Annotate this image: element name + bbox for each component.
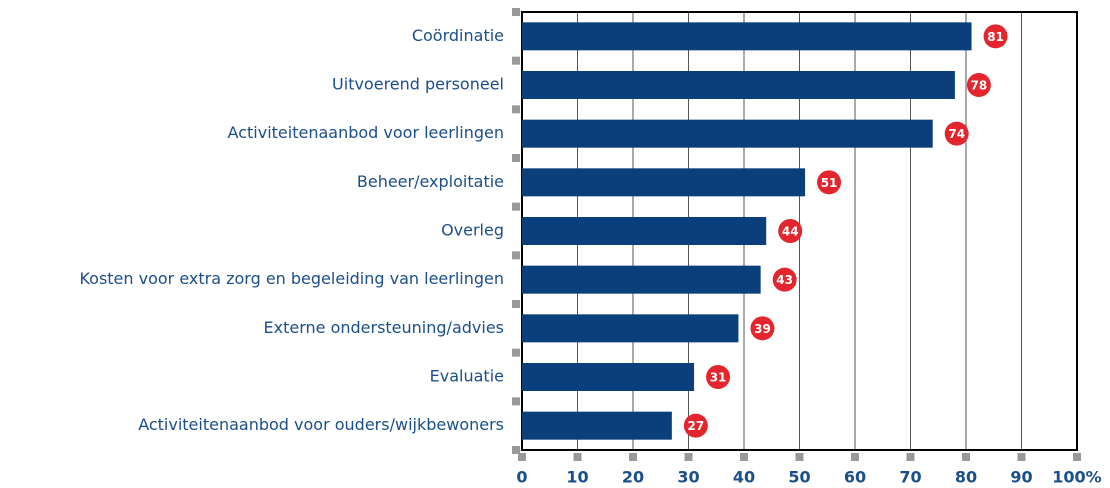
tick-marker xyxy=(629,453,637,461)
bar xyxy=(522,119,933,148)
data-label-badge xyxy=(983,24,1008,49)
data-label: 39 xyxy=(754,322,771,336)
data-label: 27 xyxy=(687,419,704,433)
axis-marker xyxy=(512,446,520,454)
bar xyxy=(522,265,761,294)
category-label: Coördinatie xyxy=(412,26,504,45)
axis-marker xyxy=(512,397,520,406)
tick-marker xyxy=(684,453,693,461)
x-tick-label: 50 xyxy=(788,468,810,487)
bar xyxy=(522,363,695,391)
data-label-badge xyxy=(817,170,842,195)
data-label-badge xyxy=(966,73,991,97)
data-label-badge xyxy=(772,267,797,292)
axis-marker xyxy=(512,154,520,162)
axis-marker xyxy=(512,348,520,357)
bar xyxy=(522,411,672,440)
category-label: Activiteitenaanbod voor ouders/wijkbewon… xyxy=(138,415,504,434)
x-tick-label: 10 xyxy=(566,468,588,487)
data-label: 31 xyxy=(710,371,727,385)
bar xyxy=(522,71,955,99)
data-label-badge xyxy=(778,219,803,243)
category-label: Externe ondersteuning/advies xyxy=(264,318,505,337)
category-label: Evaluatie xyxy=(430,367,504,386)
tick-marker xyxy=(740,453,748,461)
x-tick-label: 80 xyxy=(955,468,977,487)
category-label: Beheer/exploitatie xyxy=(357,172,504,191)
data-label: 81 xyxy=(987,30,1004,44)
data-label: 43 xyxy=(776,273,793,287)
x-tick-label: 30 xyxy=(677,468,699,487)
axis-marker xyxy=(512,300,520,308)
x-tick-label: 0 xyxy=(516,468,527,487)
axis-marker xyxy=(512,202,520,211)
category-label: Overleg xyxy=(441,221,504,240)
bar xyxy=(522,168,806,197)
x-tick-label: 100% xyxy=(1052,468,1101,487)
category-label: Uitvoerend personeel xyxy=(332,75,504,94)
bar xyxy=(522,22,972,51)
axis-marker xyxy=(512,8,520,16)
tick-marker xyxy=(906,453,915,461)
axis-marker xyxy=(512,105,520,114)
tick-marker xyxy=(795,453,804,461)
data-label: 44 xyxy=(782,225,799,239)
x-tick-label: 40 xyxy=(733,468,755,487)
data-label-badge xyxy=(706,365,731,389)
tick-marker xyxy=(573,453,582,461)
category-label: Kosten voor extra zorg en begeleiding va… xyxy=(79,269,504,288)
data-label-badge xyxy=(944,121,969,146)
tick-marker xyxy=(851,453,859,461)
data-label: 51 xyxy=(821,176,838,190)
data-label-badge xyxy=(750,316,775,341)
data-label-badge xyxy=(683,413,708,438)
x-tick-label: 90 xyxy=(1010,468,1032,487)
axis-marker xyxy=(512,56,520,65)
data-label: 74 xyxy=(948,127,965,141)
tick-marker xyxy=(962,453,970,461)
bar xyxy=(522,314,739,343)
bar xyxy=(522,217,767,245)
axis-marker xyxy=(512,251,520,260)
x-tick-label: 70 xyxy=(899,468,921,487)
tick-marker xyxy=(518,453,526,461)
x-tick-label: 20 xyxy=(622,468,644,487)
tick-marker xyxy=(1073,453,1081,461)
x-tick-label: 60 xyxy=(844,468,866,487)
tick-marker xyxy=(1017,453,1026,461)
data-label: 78 xyxy=(971,79,988,93)
category-label: Activiteitenaanbod voor leerlingen xyxy=(228,123,504,142)
